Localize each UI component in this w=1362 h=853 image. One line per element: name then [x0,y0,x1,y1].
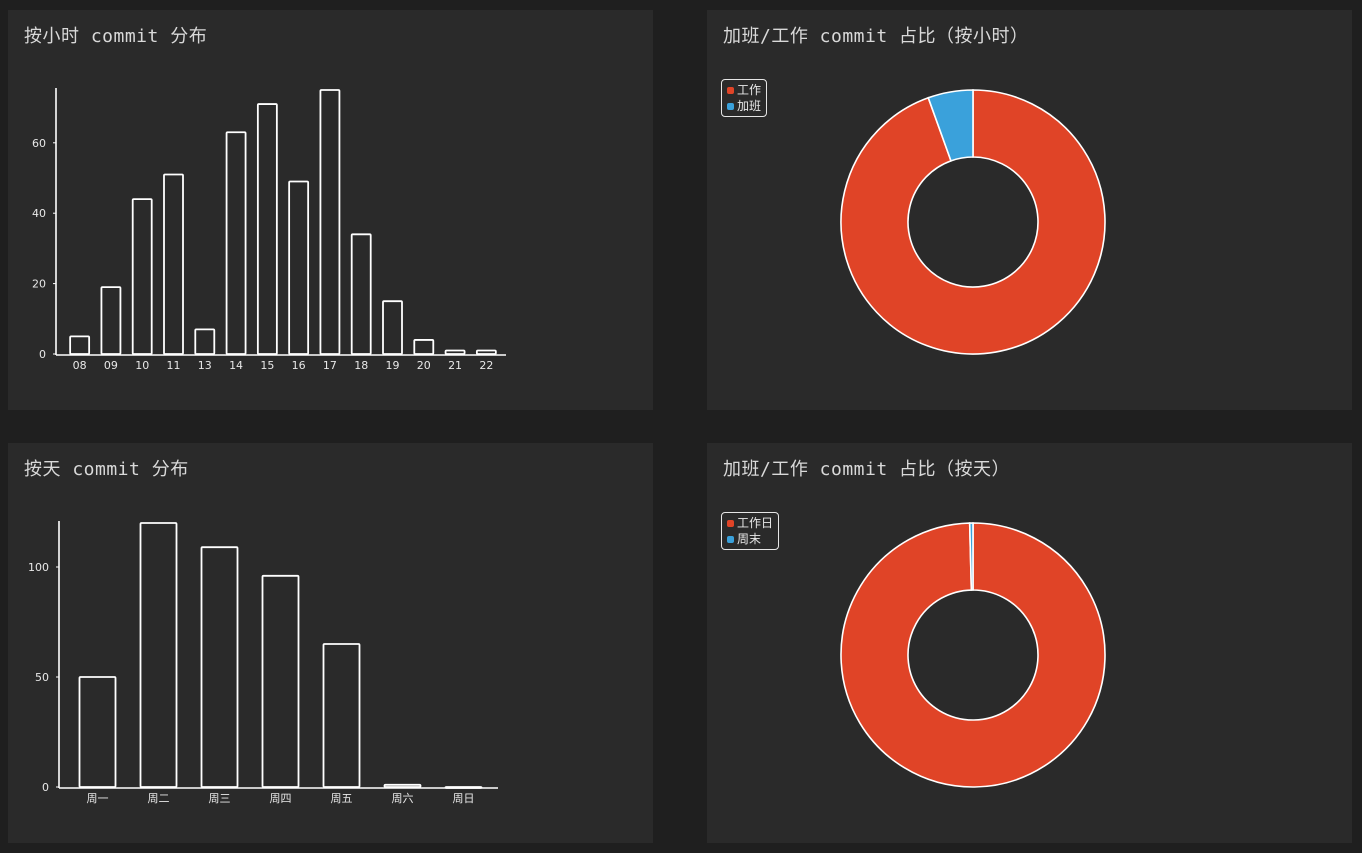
bar-周三[interactable] [200,546,239,788]
x-tick-label: 周六 [392,792,414,805]
slice-周末[interactable] [968,522,974,591]
y-tick-label: 60 [32,137,46,150]
bar-17[interactable] [319,89,341,355]
hourly-ratio-panel: 加班/工作 commit 占比（按小时） 工作 加班 [707,10,1352,410]
hourly-commit-panel: 按小时 commit 分布 0 20 40 60 08 09 10 11 13 14 15 16 17 1… [8,10,653,410]
bar-21[interactable] [444,349,466,355]
bar-15[interactable] [256,103,278,355]
bar-16[interactable] [288,180,310,355]
bar-18[interactable] [350,233,372,355]
weekend-swatch [727,535,734,543]
overtime-swatch [727,102,734,110]
y-tick-label: 40 [32,207,46,220]
daily-ratio-title: 加班/工作 commit 占比（按天） [723,459,1011,480]
x-tick-label: 18 [354,359,368,372]
daily-ratio-legend[interactable]: 工作日 周末 [721,512,780,550]
y-tick-label: 50 [35,671,49,684]
bar-11[interactable] [163,173,184,355]
bar-周四[interactable] [261,574,300,788]
legend-item-overtime[interactable]: 加班 [727,98,761,114]
hourly-ratio-legend[interactable]: 工作 加班 [721,79,768,117]
x-tick-label: 周五 [331,792,353,805]
slice-工作日[interactable] [840,522,1106,788]
bar-周日[interactable] [444,786,483,789]
x-tick-label: 20 [417,359,431,372]
x-tick-label: 13 [198,359,212,372]
hourly-bar-chart: 0 20 40 60 08 09 10 11 13 14 15 16 17 18 19 20 21 22 [32,88,506,372]
y-tick-label: 0 [42,781,49,794]
bar-周一[interactable] [78,676,117,788]
x-tick-label: 19 [386,359,400,372]
legend-item-workday[interactable]: 工作日 [727,515,773,531]
bar-周五[interactable] [322,643,361,788]
legend-item-work[interactable]: 工作 [727,82,761,98]
hourly-chart-title: 按小时 commit 分布 [24,26,208,47]
bar-周六[interactable] [383,783,422,788]
x-tick-label: 21 [448,359,462,372]
bar-22[interactable] [475,349,497,355]
slice-加班[interactable] [927,89,974,162]
x-tick-label: 16 [292,359,306,372]
hourly-ratio-title: 加班/工作 commit 占比（按小时） [723,26,1029,47]
bar-08[interactable] [69,335,91,355]
x-tick-label: 08 [73,359,87,372]
daily-ratio-donut [840,522,1106,788]
daily-ratio-panel: 加班/工作 commit 占比（按天） 工作日 周末 [707,443,1352,843]
x-tick-label: 周三 [209,792,231,805]
x-tick-label: 17 [323,359,337,372]
x-tick-label: 15 [260,359,274,372]
workday-swatch [727,519,734,527]
y-tick-label: 100 [28,561,49,574]
x-tick-label: 周日 [453,792,475,805]
hourly-ratio-donut [840,89,1106,355]
bar-13[interactable] [194,328,216,355]
bar-19[interactable] [382,300,403,355]
x-tick-label: 周四 [270,792,292,805]
legend-label-overtime: 加班 [737,99,762,113]
x-tick-label: 11 [167,359,181,372]
daily-commit-panel: 按天 commit 分布 0 50 100 周一 周二 周三 周四 周五 周六 周日 [8,443,653,843]
bar-周二[interactable] [139,522,178,788]
bar-20[interactable] [413,339,435,355]
daily-chart-title: 按天 commit 分布 [24,459,189,480]
y-tick-label: 0 [39,348,46,361]
x-tick-label: 14 [229,359,243,372]
x-tick-label: 10 [135,359,149,372]
daily-bar-chart: 0 50 100 周一 周二 周三 周四 周五 周六 周日 [28,521,498,805]
bar-10[interactable] [131,198,153,355]
slice-工作[interactable] [840,89,1106,355]
y-tick-label: 20 [32,278,46,291]
x-tick-label: 22 [479,359,493,372]
x-tick-label: 周一 [87,792,109,805]
legend-item-weekend[interactable]: 周末 [727,531,773,547]
x-tick-label: 09 [104,359,118,372]
x-tick-label: 周二 [148,792,170,805]
bar-09[interactable] [100,286,122,355]
legend-label-weekend: 周末 [737,532,762,546]
work-swatch [727,86,734,94]
bar-14[interactable] [225,131,247,355]
legend-label-work: 工作 [737,83,762,97]
legend-label-workday: 工作日 [737,516,774,530]
